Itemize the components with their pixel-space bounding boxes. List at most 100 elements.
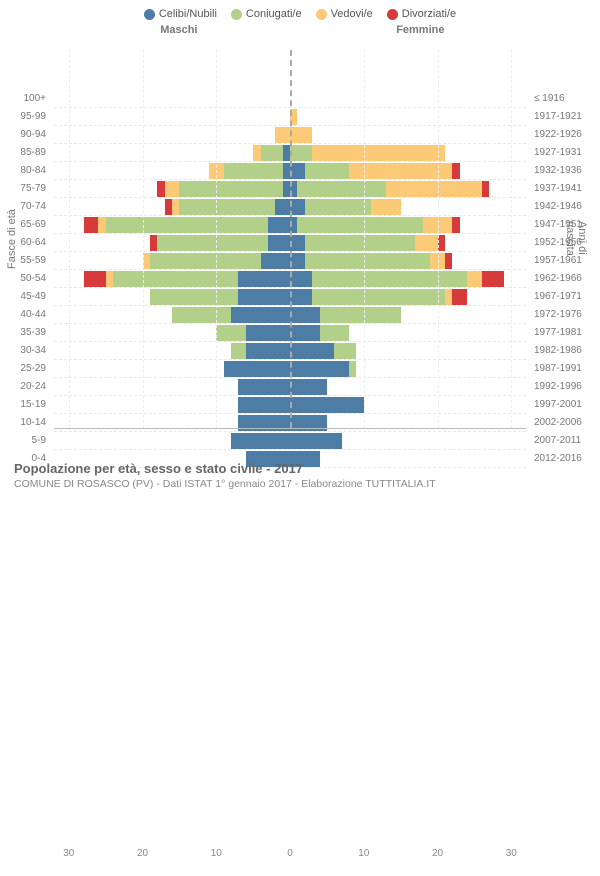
age-label: 15-19 xyxy=(0,396,46,414)
legend-item: Divorziati/e xyxy=(387,8,456,20)
age-label: 45-49 xyxy=(0,288,46,306)
bar-seg xyxy=(157,181,164,197)
bar-male xyxy=(238,397,290,413)
chart-row: 20-24 1992-1996 xyxy=(0,378,600,396)
bar-seg xyxy=(283,181,290,197)
chart-row: 35-391977-1981 xyxy=(0,324,600,342)
bar-seg xyxy=(290,397,364,413)
age-label: 10-14 xyxy=(0,414,46,432)
bar-male xyxy=(224,361,290,377)
x-tick: 30 xyxy=(506,848,517,859)
bar-seg xyxy=(334,343,356,359)
x-tick: 10 xyxy=(358,848,369,859)
bar-female xyxy=(290,181,489,197)
bar-seg xyxy=(290,235,305,251)
bar-seg xyxy=(231,307,290,323)
birth-year-label: 1997-2001 xyxy=(534,396,582,414)
bar-seg xyxy=(305,163,349,179)
x-tick: 0 xyxy=(287,848,293,859)
chart-row: 50-54 1962-1966 xyxy=(0,270,600,288)
bar-seg xyxy=(452,217,459,233)
birth-year-label: 1917-1921 xyxy=(534,108,582,126)
bar-seg xyxy=(106,217,268,233)
bar-male xyxy=(165,199,290,215)
bar-seg xyxy=(320,307,401,323)
bar-female xyxy=(290,127,312,143)
age-label: 5-9 xyxy=(0,432,46,450)
age-label: 75-79 xyxy=(0,180,46,198)
bar-seg xyxy=(106,271,113,287)
age-label: 50-54 xyxy=(0,270,46,288)
bar-male xyxy=(157,181,290,197)
bar-seg xyxy=(445,253,452,269)
bar-seg xyxy=(253,145,260,161)
bar-seg xyxy=(482,181,489,197)
bar-seg xyxy=(349,361,356,377)
bar-seg xyxy=(371,199,401,215)
bar-female xyxy=(290,343,356,359)
bar-female xyxy=(290,361,356,377)
bar-seg xyxy=(231,343,246,359)
bar-seg xyxy=(290,433,342,449)
x-tick: 20 xyxy=(432,848,443,859)
population-pyramid-chart: { "legend": [ {"label": "Celibi/Nubili",… xyxy=(0,0,600,500)
bar-seg xyxy=(290,127,312,143)
age-label: 40-44 xyxy=(0,306,46,324)
bar-seg xyxy=(150,235,157,251)
bar-seg xyxy=(445,289,452,305)
bar-seg xyxy=(290,163,305,179)
bar-seg xyxy=(312,289,445,305)
bar-female xyxy=(290,307,401,323)
birth-year-label: 1992-1996 xyxy=(534,378,582,396)
age-label: 20-24 xyxy=(0,378,46,396)
chart-rows: 100+≤ 191695-991917-192190-941922-192685… xyxy=(0,90,600,468)
bar-seg xyxy=(452,163,459,179)
bar-female xyxy=(290,235,445,251)
bar-seg xyxy=(297,217,422,233)
bar-seg xyxy=(246,325,290,341)
chart-row: 15-19 1997-2001 xyxy=(0,396,600,414)
chart-footer: Popolazione per età, sesso e stato civil… xyxy=(14,461,436,490)
bar-seg xyxy=(290,199,305,215)
bar-male xyxy=(150,235,290,251)
bar-seg xyxy=(261,145,283,161)
bar-male xyxy=(231,433,290,449)
bar-seg xyxy=(216,325,246,341)
bar-seg xyxy=(283,145,290,161)
bar-seg xyxy=(482,271,504,287)
age-label: 95-99 xyxy=(0,108,46,126)
bar-female xyxy=(290,325,349,341)
bar-seg xyxy=(165,199,172,215)
x-tick: 30 xyxy=(63,848,74,859)
bar-seg xyxy=(261,253,291,269)
bar-seg xyxy=(290,343,334,359)
birth-year-label: 1962-1966 xyxy=(534,270,582,288)
birth-year-label: 2012-2016 xyxy=(534,450,582,468)
birth-year-label: 1972-1976 xyxy=(534,306,582,324)
bar-seg xyxy=(290,361,349,377)
bar-male xyxy=(253,145,290,161)
birth-year-label: 1927-1931 xyxy=(534,144,582,162)
legend-swatch xyxy=(316,9,327,20)
legend: Celibi/NubiliConiugati/eVedovi/eDivorzia… xyxy=(0,0,600,24)
bar-seg xyxy=(246,343,290,359)
age-label: 30-34 xyxy=(0,342,46,360)
bar-seg xyxy=(290,325,320,341)
bar-female xyxy=(290,217,460,233)
bar-female xyxy=(290,253,452,269)
chart-title: Popolazione per età, sesso e stato civil… xyxy=(14,461,436,476)
age-label: 100+ xyxy=(0,90,46,108)
chart-row: 45-491967-1971 xyxy=(0,288,600,306)
bar-male xyxy=(275,127,290,143)
bar-seg xyxy=(143,253,150,269)
age-label: 90-94 xyxy=(0,126,46,144)
birth-year-label: 1942-1946 xyxy=(534,198,582,216)
bar-seg xyxy=(467,271,482,287)
legend-swatch xyxy=(387,9,398,20)
bar-female xyxy=(290,379,327,395)
x-axis-line xyxy=(54,428,526,429)
birth-year-label: ≤ 1916 xyxy=(534,90,565,108)
chart-row: 25-291987-1991 xyxy=(0,360,600,378)
legend-label: Divorziati/e xyxy=(402,8,456,20)
legend-item: Coniugati/e xyxy=(231,8,302,20)
